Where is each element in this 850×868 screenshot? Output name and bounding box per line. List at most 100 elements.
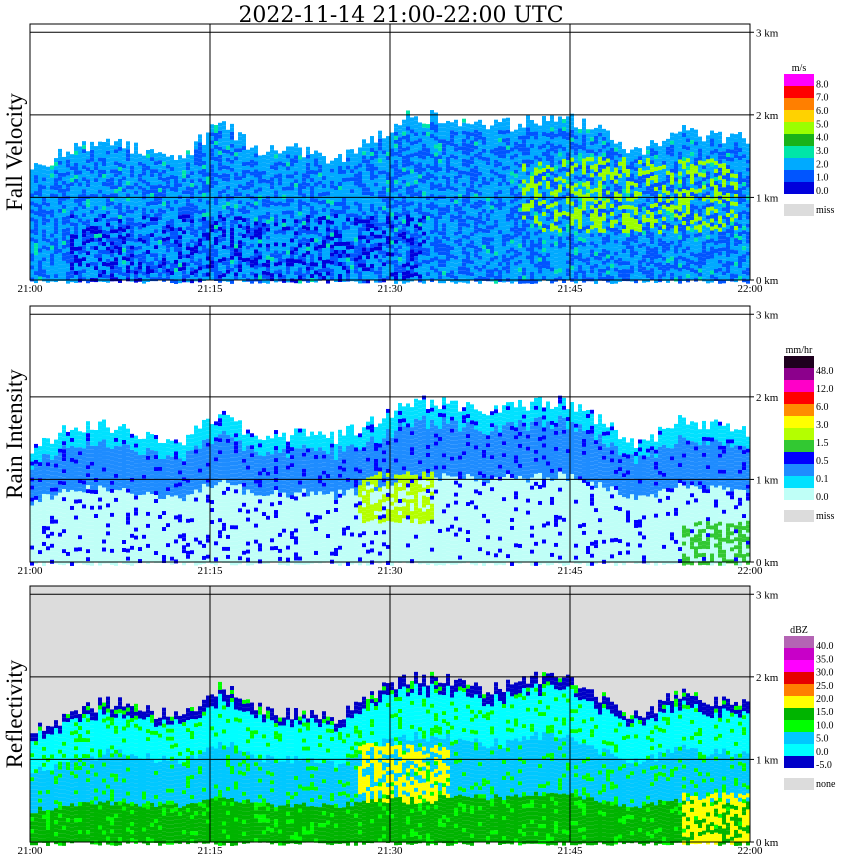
legend-label: -5.0 xyxy=(816,760,832,771)
legend-swatch xyxy=(784,476,814,488)
y-tick-label: 1 km xyxy=(756,474,779,486)
legend-label: 15.0 xyxy=(816,707,834,718)
y-tick-label: 3 km xyxy=(756,589,779,601)
x-tick-label: 21:30 xyxy=(377,845,403,857)
legend-label: 40.0 xyxy=(816,641,834,652)
y-tick-label: 1 km xyxy=(756,754,779,766)
legend-missing-label: miss xyxy=(816,511,834,522)
legend-label: 5.0 xyxy=(816,119,829,130)
legend-missing-label: none xyxy=(816,779,836,790)
legend-label: 0.0 xyxy=(816,186,829,197)
legend-swatch xyxy=(784,86,814,98)
legend-label: 5.0 xyxy=(816,734,829,745)
radar-field xyxy=(30,671,750,846)
x-tick-label: 21:00 xyxy=(17,283,43,295)
legend-swatch xyxy=(784,170,814,182)
legend-label: 0.0 xyxy=(816,747,829,758)
radar-field xyxy=(30,395,750,566)
legend-label: 6.0 xyxy=(816,402,829,413)
x-tick-label: 22:00 xyxy=(737,845,763,857)
legend-missing-swatch xyxy=(784,204,814,216)
legend-swatch xyxy=(784,708,814,720)
legend-swatch xyxy=(784,696,814,708)
legend-swatch xyxy=(784,684,814,696)
legend-swatch xyxy=(784,636,814,648)
x-tick-label: 21:15 xyxy=(197,565,223,577)
y-tick-label: 2 km xyxy=(756,672,779,684)
legend-swatch xyxy=(784,440,814,452)
x-tick-label: 21:00 xyxy=(17,845,43,857)
legend: dBZ 40.0 35.0 30.0 25.0 20.0 15.0 10.0 5.0 0.0 -5.… xyxy=(784,625,836,790)
x-tick-label: 22:00 xyxy=(737,565,763,577)
legend-swatch xyxy=(784,416,814,428)
legend-swatch xyxy=(784,756,814,768)
legend-swatch xyxy=(784,660,814,672)
legend-swatch xyxy=(784,158,814,170)
x-tick-label: 21:30 xyxy=(377,283,403,295)
legend-label: 20.0 xyxy=(816,694,834,705)
y-axis-label: Fall Velocity xyxy=(2,93,27,211)
x-tick-label: 21:15 xyxy=(197,283,223,295)
legend-swatch xyxy=(784,732,814,744)
legend-swatch xyxy=(784,488,814,500)
legend-swatch xyxy=(784,98,814,110)
legend-missing-label: miss xyxy=(816,205,834,216)
legend-label: 7.0 xyxy=(816,93,829,104)
legend-swatch xyxy=(784,122,814,134)
y-tick-label: 1 km xyxy=(756,192,779,204)
legend-label: 30.0 xyxy=(816,668,834,679)
legend-label: 48.0 xyxy=(816,366,834,377)
panel-2: 21:00 21:15 21:30 21:45 22:000 km 1 km 2 km 3 k… xyxy=(2,305,834,577)
legend-label: 0.5 xyxy=(816,456,829,467)
legend-missing-swatch xyxy=(784,778,814,790)
legend-label: 35.0 xyxy=(816,654,834,665)
legend-missing-swatch xyxy=(784,510,814,522)
x-tick-label: 21:45 xyxy=(557,845,583,857)
legend-swatch xyxy=(784,392,814,404)
panel-3: 21:00 21:15 21:30 21:45 22:000 km 1 km 2 km 3 k… xyxy=(2,585,836,857)
legend-swatch xyxy=(784,648,814,660)
y-tick-label: 2 km xyxy=(756,110,779,122)
legend-label: 0.1 xyxy=(816,474,829,485)
legend-swatch xyxy=(784,672,814,684)
legend-label: 25.0 xyxy=(816,681,834,692)
y-axis-label: Reflectivity xyxy=(2,659,27,768)
y-tick-label: 3 km xyxy=(756,27,779,39)
y-tick-label: 0 km xyxy=(756,275,779,287)
legend-swatch xyxy=(784,380,814,392)
legend-label: 4.0 xyxy=(816,133,829,144)
legend-swatch xyxy=(784,110,814,122)
legend-label: 2.0 xyxy=(816,159,829,170)
legend-label: 3.0 xyxy=(816,420,829,431)
y-tick-label: 0 km xyxy=(756,837,779,849)
legend-label: 12.0 xyxy=(816,384,834,395)
legend-unit: dBZ xyxy=(790,625,808,636)
legend-label: 3.0 xyxy=(816,146,829,157)
x-tick-label: 21:00 xyxy=(17,565,43,577)
legend-swatch xyxy=(784,182,814,194)
legend-swatch xyxy=(784,368,814,380)
y-tick-label: 0 km xyxy=(756,557,779,569)
legend-label: 1.5 xyxy=(816,438,829,449)
x-tick-label: 21:30 xyxy=(377,565,403,577)
x-tick-label: 21:15 xyxy=(197,845,223,857)
x-tick-label: 22:00 xyxy=(737,283,763,295)
legend-swatch xyxy=(784,74,814,86)
legend-swatch xyxy=(784,404,814,416)
y-tick-label: 3 km xyxy=(756,309,779,321)
x-tick-label: 21:45 xyxy=(557,283,583,295)
radar-field xyxy=(30,110,750,284)
legend-unit: mm/hr xyxy=(786,345,813,356)
panel-1: 21:00 21:15 21:30 21:45 22:000 km 1 km 2 km 3 k… xyxy=(2,23,834,295)
y-axis-label: Rain Intensity xyxy=(2,369,27,499)
legend-swatch xyxy=(784,452,814,464)
legend-swatch xyxy=(784,744,814,756)
legend-swatch xyxy=(784,720,814,732)
legend-swatch xyxy=(784,356,814,368)
x-tick-label: 21:45 xyxy=(557,565,583,577)
legend: m/s 8.0 7.0 6.0 5.0 4.0 3.0 2.0 1.0 0.0 miss xyxy=(784,63,834,216)
legend-swatch xyxy=(784,464,814,476)
legend-swatch xyxy=(784,146,814,158)
legend-label: 10.0 xyxy=(816,720,834,731)
